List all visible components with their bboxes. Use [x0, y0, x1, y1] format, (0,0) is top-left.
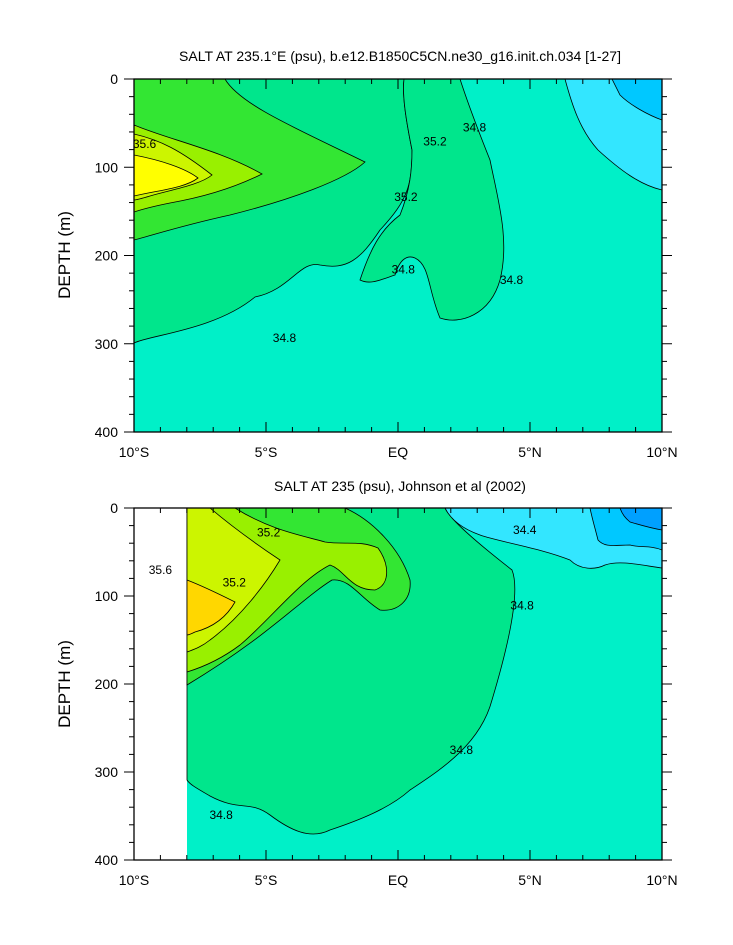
contour-label: 35.6 — [149, 563, 173, 577]
x-tick-label: 10°S — [119, 444, 150, 460]
x-tick-label: EQ — [388, 444, 408, 460]
x-tick-label: 10°S — [119, 872, 150, 888]
top-title: SALT AT 235.1°E (psu), b.e12.B1850C5CN.n… — [179, 48, 621, 64]
fill-level-35.8 — [186, 579, 236, 636]
fill-level-35.2 — [134, 79, 366, 241]
bottom-panel: SALT AT 235 (psu), Johnson et al (2002) … — [55, 478, 678, 888]
x-tick-label: 5°S — [255, 444, 278, 460]
top-y-tick-labels: 0 100 200 300 400 — [95, 71, 119, 440]
contour-label: 34.8 — [392, 262, 416, 276]
bottom-title: SALT AT 235 (psu), Johnson et al (2002) — [274, 478, 526, 494]
contour-label: 34.8 — [463, 120, 487, 134]
x-tick-label: 5°N — [518, 872, 542, 888]
top-contour-fills — [134, 79, 662, 432]
y-tick-label: 100 — [95, 588, 119, 604]
fill-level-34.2 — [619, 508, 662, 531]
y-tick-label: 300 — [95, 764, 119, 780]
bottom-y-axis-label: DEPTH (m) — [55, 640, 74, 728]
top-y-axis-label: DEPTH (m) — [55, 211, 74, 299]
contour-label: 35.2 — [423, 134, 447, 148]
y-tick-label: 400 — [95, 852, 119, 868]
y-tick-label: 100 — [95, 159, 119, 175]
x-tick-label: EQ — [388, 872, 408, 888]
contour-label: 35.2 — [394, 190, 418, 204]
contour-label: 34.8 — [450, 743, 474, 757]
x-tick-label: 5°S — [255, 872, 278, 888]
top-axis-ticks — [124, 78, 672, 433]
contour-label: 35.2 — [223, 576, 247, 590]
bottom-contour-fills — [134, 508, 662, 860]
top-contour-labels: 35.6 35.2 35.2 34.8 34.8 34.8 34.8 — [133, 120, 524, 345]
y-tick-label: 300 — [95, 336, 119, 352]
y-tick-label: 0 — [110, 71, 118, 87]
contour-label: 34.4 — [513, 523, 537, 537]
x-tick-label: 10°N — [646, 872, 677, 888]
contour-label: 34.8 — [500, 273, 524, 287]
bottom-x-tick-labels: 10°S 5°S EQ 5°N 10°N — [119, 872, 678, 888]
fill-level-35.8 — [134, 154, 199, 197]
contour-label: 35.2 — [257, 525, 281, 539]
contour-label: 34.8 — [510, 598, 534, 612]
contour-label: 34.8 — [273, 331, 297, 345]
contour-label: 35.6 — [133, 137, 157, 151]
x-tick-label: 5°N — [518, 444, 542, 460]
contour-label: 34.8 — [209, 808, 233, 822]
y-tick-label: 200 — [95, 676, 119, 692]
bottom-axis-ticks — [124, 507, 672, 861]
fill-level-34.8-north — [359, 79, 505, 321]
y-tick-label: 200 — [95, 248, 119, 264]
top-panel: SALT AT 235.1°E (psu), b.e12.B1850C5CN.n… — [55, 48, 678, 460]
y-tick-label: 0 — [110, 500, 118, 516]
bottom-contour-labels: 35.2 35.6 35.2 34.4 34.8 34.8 34.8 — [149, 523, 537, 822]
top-x-tick-labels: 10°S 5°S EQ 5°N 10°N — [119, 444, 678, 460]
bottom-y-tick-labels: 0 100 200 300 400 — [95, 500, 119, 868]
x-tick-label: 10°N — [646, 444, 677, 460]
y-tick-label: 400 — [95, 424, 119, 440]
fill-no-data — [134, 508, 187, 860]
